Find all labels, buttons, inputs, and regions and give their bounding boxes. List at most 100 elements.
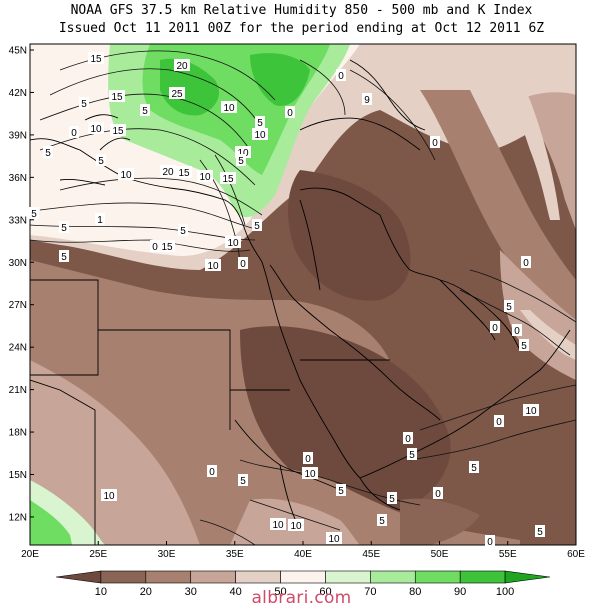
- contour-label-box: [430, 136, 440, 148]
- contour-label: 5: [98, 156, 104, 167]
- contour-label-box: [101, 489, 117, 501]
- contour-label: 5: [254, 221, 260, 232]
- contour-label: 0: [240, 259, 246, 270]
- contour-label-box: [205, 259, 221, 271]
- chart-title-line2: Issued Oct 11 2011 00Z for the period en…: [58, 21, 545, 36]
- colorbar-segment: [459, 570, 506, 584]
- west-light-band: [30, 360, 200, 545]
- contour-label: 10: [120, 170, 132, 181]
- contour-label-box: [512, 324, 522, 336]
- lat-tick-label: 27N: [9, 300, 27, 311]
- colorbar-tick-label: 40: [230, 586, 242, 598]
- colorbar-tick-label: 100: [496, 586, 514, 598]
- contour-label-box: [178, 224, 188, 236]
- contour-label-box: [88, 52, 104, 64]
- contour-label-box: [95, 213, 105, 225]
- contour-label-box: [403, 432, 413, 444]
- contour-label: 10: [90, 124, 102, 135]
- contour-label: 5: [338, 486, 344, 497]
- contour-label-box: [523, 404, 539, 416]
- contour-label: 10: [237, 148, 249, 159]
- contour-label-box: [176, 166, 192, 178]
- contour-label: 0: [432, 138, 438, 149]
- colorbar-segment: [370, 570, 416, 584]
- contour-label-box: [88, 122, 104, 134]
- contour-label-box: [59, 250, 69, 262]
- ne-very-light-band: [490, 55, 560, 220]
- latitude-axis: 45N 42N 39N 36N 33N 30N 27N 24N 21N 18N 15N 12N: [9, 46, 34, 523]
- contour-label: 0: [487, 537, 493, 548]
- lon-tick-label: 35E: [226, 549, 244, 560]
- contour-label: 10: [223, 103, 235, 114]
- contour-label: 0: [405, 434, 411, 445]
- contour-label-box: [159, 240, 175, 252]
- contour-label-box: [336, 484, 346, 496]
- contour-label: 5: [61, 223, 67, 234]
- contour-label: 10: [103, 491, 115, 502]
- contour-label-box: [238, 474, 248, 486]
- contour-label-box: [252, 219, 262, 231]
- contour-label: 5: [142, 106, 148, 117]
- contour-label-box: [326, 532, 342, 544]
- contour-label: 5: [521, 341, 527, 352]
- watermark: albrari.com: [251, 588, 352, 608]
- colorbar-tick-label: 70: [364, 586, 376, 598]
- contour-label-box: [59, 221, 69, 233]
- contour-label-box: [285, 106, 295, 118]
- lon-tick-label: 25E: [89, 549, 107, 560]
- lat-tick-label: 45N: [9, 46, 27, 57]
- lat-tick-label: 24N: [9, 343, 27, 354]
- lat-tick-label: 30N: [9, 258, 27, 269]
- lon-tick-label: 50E: [431, 549, 449, 560]
- coastlines-borders: [30, 59, 571, 545]
- contour-label: 10: [290, 521, 302, 532]
- colorbar-segment: [235, 570, 281, 584]
- contour-label-box: [169, 87, 185, 99]
- contour-label: 0: [338, 71, 344, 82]
- contour-label-box: [207, 465, 217, 477]
- colorbar-segment: [145, 570, 192, 584]
- colorbar-segment: [280, 570, 326, 584]
- contour-label-box: [79, 97, 89, 109]
- contour-label-box: [485, 535, 495, 547]
- contour-label-box: [174, 59, 190, 71]
- longitude-axis: 20E 25E 30E 35E 40E 45E 50E 55E 60E: [21, 541, 585, 560]
- lon-tick-label: 30E: [158, 549, 176, 560]
- colorbar-tick-label: 30: [185, 586, 197, 598]
- contour-label: 15: [178, 168, 190, 179]
- green-peak-east: [250, 53, 310, 106]
- lat-tick-label: 15N: [9, 470, 27, 481]
- colorbar-tick-label: 80: [409, 586, 421, 598]
- colorbar-tick-label: 10: [95, 586, 107, 598]
- colorbar-end-right: [504, 570, 551, 584]
- north-dry-core: [288, 170, 411, 301]
- contour-label-box: [255, 116, 265, 128]
- ne-light-band: [520, 92, 576, 230]
- contour-label-box: [535, 525, 545, 537]
- lat-tick-label: 36N: [9, 173, 27, 184]
- contour-label-box: [377, 514, 387, 526]
- contour-label: 10: [199, 172, 211, 183]
- contour-label-box: [433, 487, 443, 499]
- contour-label-box: [238, 257, 248, 269]
- contour-label: 5: [257, 118, 263, 129]
- contour-label: 10: [272, 520, 284, 531]
- contour-label: 20: [162, 167, 174, 178]
- contour-label: 25: [171, 89, 183, 100]
- lat-tick-label: 33N: [9, 215, 27, 226]
- contour-label-box: [288, 519, 304, 531]
- contour-label: 5: [506, 302, 512, 313]
- contour-label-box: [69, 126, 79, 138]
- contour-label-box: [504, 300, 514, 312]
- contour-label: 15: [90, 54, 102, 65]
- east-band: [420, 90, 576, 345]
- contour-label: 0: [492, 323, 498, 334]
- contour-label-box: [140, 104, 150, 116]
- lon-tick-label: 60E: [567, 549, 585, 560]
- colorbar-tick-label: 90: [454, 586, 466, 598]
- contour-label: 0: [305, 454, 311, 465]
- contour-label: 0: [71, 128, 77, 139]
- colorbar-tick-label: 20: [140, 586, 152, 598]
